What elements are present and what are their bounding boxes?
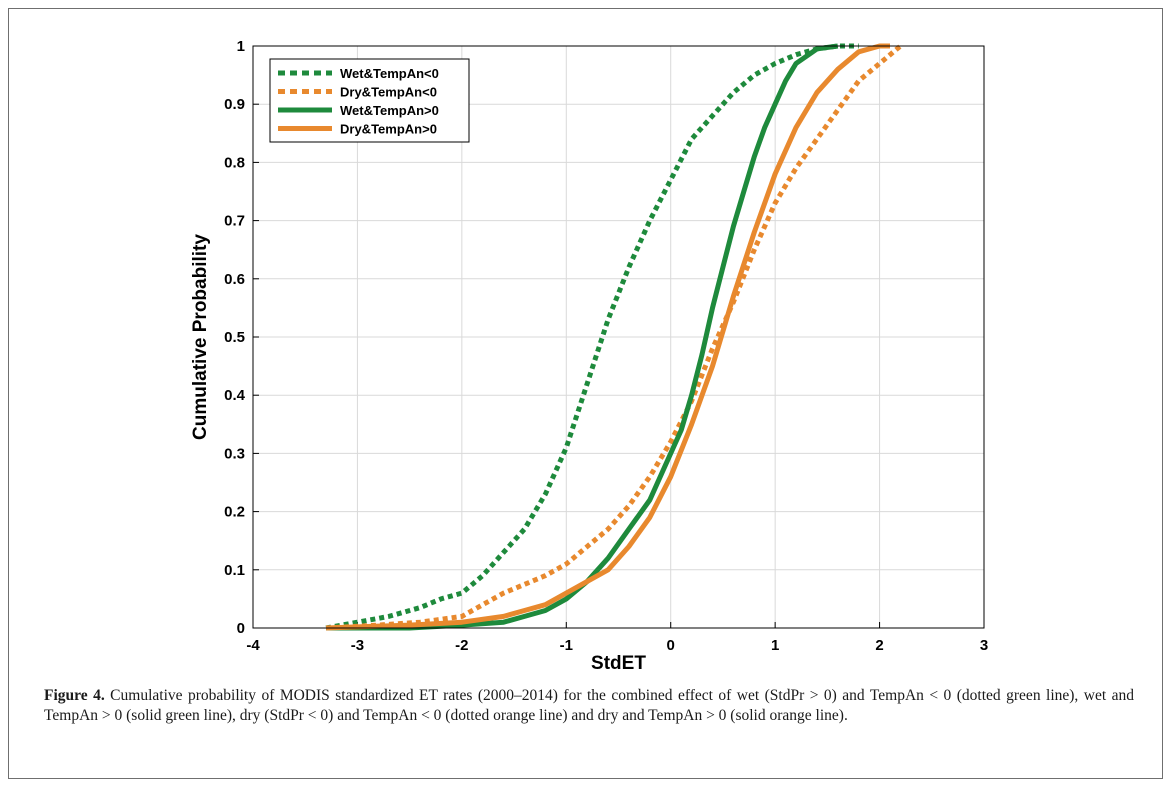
legend: Wet&TempAn<0 Dry&TempAn<0 Wet&TempAn>0 Dry&…: [269, 58, 470, 143]
y-tick-label: 0.5: [224, 329, 245, 346]
x-tick-label: -4: [246, 637, 260, 654]
x-tick-label: 0: [667, 637, 675, 654]
series-line-4: [326, 43, 890, 631]
y-tick-label: 0.2: [224, 504, 245, 521]
series-line-3: [326, 43, 839, 631]
y-tick-label: 0.6: [224, 271, 245, 288]
figure-caption: Figure 4. Cumulative probability of MODI…: [44, 686, 1134, 726]
y-tick-label: 0: [237, 620, 245, 637]
figure-frame: [8, 8, 1163, 779]
x-tick-label: 3: [980, 637, 988, 654]
y-tick-label: 1: [237, 38, 245, 55]
y-ticks: 0 0.1 0.2 0.3 0.4 0.5 0.6 0.7 0.8 0.9 1: [224, 38, 246, 637]
y-tick-label: 0.9: [224, 96, 245, 113]
caption-label: Figure 4.: [44, 687, 105, 704]
legend-label: Dry&TempAn<0: [340, 85, 437, 100]
x-ticks: -4 -3 -2 -1 0 1 2 3: [246, 637, 988, 654]
series-line-1: [325, 43, 859, 631]
plot-border: [252, 45, 985, 629]
x-tick-label: 2: [875, 637, 883, 654]
x-tick-label: -1: [560, 637, 573, 654]
legend-label: Wet&TempAn<0: [340, 66, 439, 81]
caption-text: Cumulative probability of MODIS standard…: [44, 687, 1135, 724]
x-tick-label: 1: [771, 637, 779, 654]
legend-label: Dry&TempAn>0: [340, 122, 437, 137]
y-tick-label: 0.4: [224, 387, 246, 404]
x-axis-title: StdET: [591, 653, 646, 674]
y-tick-label: 0.1: [224, 562, 245, 579]
y-tick-label: 0.8: [224, 154, 245, 171]
chart: -4 -3 -2 -1 0 1 2 3 0 0.1 0.2 0.3 0.4 0.5 0.6 0.7 0.8 0.…: [190, 38, 988, 674]
y-tick-label: 0.7: [224, 213, 245, 230]
legend-label: Wet&TempAn>0: [340, 103, 439, 118]
x-tick-label: -2: [455, 637, 468, 654]
x-tick-label: -3: [351, 637, 364, 654]
series-group: [325, 43, 903, 631]
y-tick-label: 0.3: [224, 445, 245, 462]
y-axis-title: Cumulative Probability: [190, 234, 211, 440]
